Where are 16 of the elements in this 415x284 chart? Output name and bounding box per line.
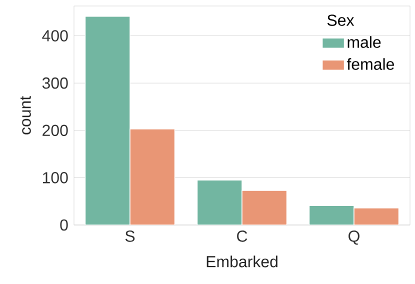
x-tick-label: S (125, 230, 135, 242)
y-tick-label: 200 (42, 124, 68, 136)
legend-title: Sex (327, 14, 354, 26)
x-axis-title: Embarked (206, 256, 278, 268)
bar (308, 205, 354, 225)
x-tick-label: Q (348, 230, 360, 245)
y-axis-title: count (20, 96, 31, 134)
bar (84, 16, 130, 225)
bar (196, 180, 242, 225)
y-tick-label: 0 (60, 219, 68, 231)
y-tick-label: 100 (42, 172, 68, 184)
y-tick-label: 300 (42, 77, 68, 89)
y-tick-label: 400 (42, 30, 68, 42)
legend-label: female (346, 58, 394, 70)
x-tick-label: C (237, 230, 248, 242)
legend-label: male (348, 36, 381, 48)
